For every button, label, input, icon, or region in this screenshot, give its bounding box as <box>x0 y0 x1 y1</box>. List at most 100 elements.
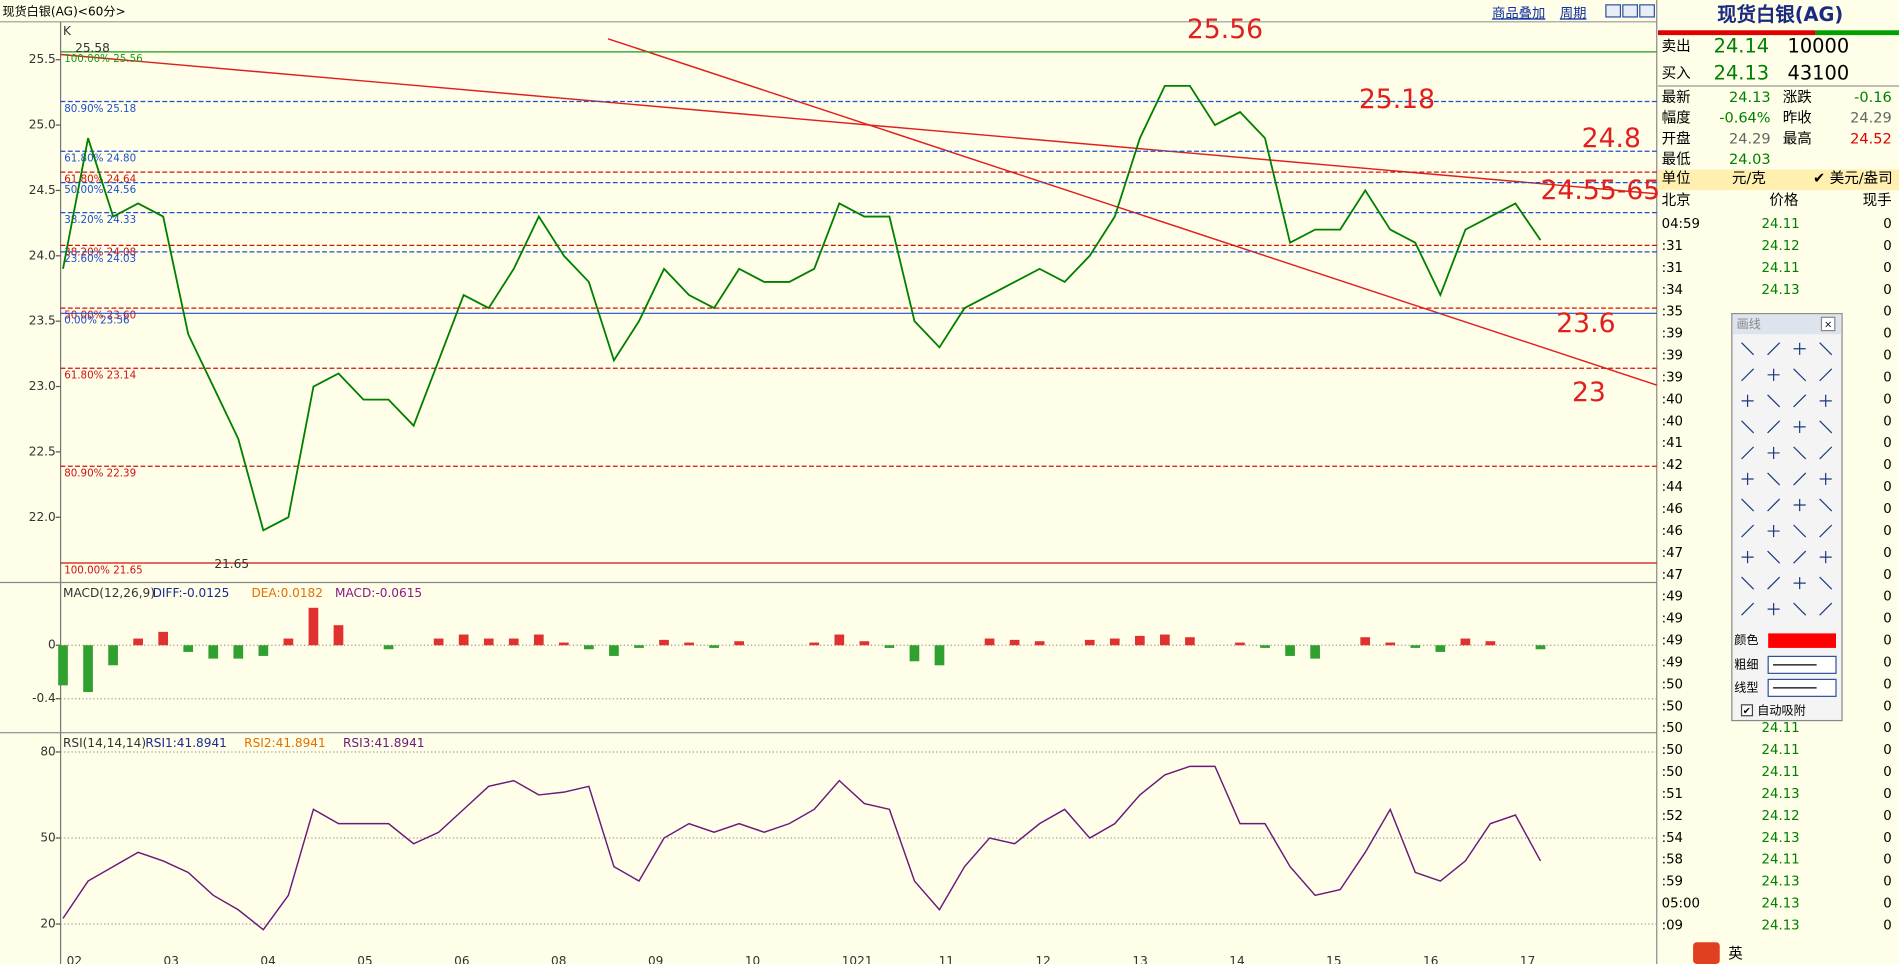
tool-icon[interactable] <box>1741 420 1755 434</box>
close-button[interactable] <box>1820 316 1836 332</box>
tick-time: :35 <box>1662 305 1683 320</box>
tool-icon[interactable] <box>1819 576 1833 590</box>
tool-icon[interactable] <box>1741 368 1755 382</box>
ime-lang[interactable]: 英 <box>1728 944 1743 962</box>
tick-qty: 0 <box>1883 590 1891 605</box>
tick-qty: 0 <box>1883 765 1891 780</box>
tool-icon[interactable] <box>1793 394 1807 408</box>
tick-qty: 0 <box>1883 370 1891 385</box>
tool-icon[interactable] <box>1793 446 1807 460</box>
tool-icon[interactable] <box>1819 368 1833 382</box>
tick-qty: 0 <box>1883 655 1891 670</box>
stat-value: 24.29 <box>1729 131 1771 147</box>
tick-price: 24.12 <box>1762 239 1800 254</box>
tool-icon[interactable] <box>1767 550 1781 564</box>
tick-time: :49 <box>1662 655 1683 670</box>
tool-icon[interactable] <box>1793 602 1807 616</box>
x-tick-label: 14 <box>1229 954 1245 964</box>
stat-value: -0.16 <box>1854 90 1892 106</box>
tool-icon[interactable] <box>1741 394 1754 407</box>
tool-icon[interactable] <box>1767 603 1780 616</box>
tool-icon[interactable] <box>1767 368 1780 381</box>
tool-icon[interactable] <box>1767 472 1781 486</box>
macd-bar <box>659 639 669 646</box>
y-tick-label: 80 <box>40 744 55 758</box>
tool-icon[interactable] <box>1767 394 1781 408</box>
tool-icon[interactable] <box>1741 524 1755 538</box>
tick-price: 24.11 <box>1762 261 1800 276</box>
tick-price: 24.11 <box>1762 743 1800 758</box>
tick-qty: 0 <box>1883 283 1891 298</box>
tick-qty: 0 <box>1883 392 1891 407</box>
tool-icon[interactable] <box>1819 524 1833 538</box>
tool-icon[interactable] <box>1741 602 1755 616</box>
tick-time: :42 <box>1662 458 1683 473</box>
macd-bar <box>1009 639 1020 646</box>
stat-label: 幅度 <box>1662 110 1691 127</box>
tool-icon[interactable] <box>1793 524 1807 538</box>
macd-bar <box>1385 642 1396 646</box>
macd-bar <box>584 645 594 650</box>
tick-time: :52 <box>1662 809 1683 824</box>
tick-qty: 0 <box>1883 349 1891 364</box>
y-tick-label: -0.4 <box>32 691 56 705</box>
tool-icon[interactable] <box>1741 498 1755 512</box>
tool-icon[interactable] <box>1793 577 1806 590</box>
tick-time: :40 <box>1662 392 1683 407</box>
tick-time: :47 <box>1662 568 1683 583</box>
color-swatch[interactable] <box>1768 633 1836 648</box>
tool-icon[interactable] <box>1819 498 1833 512</box>
tick-time: :39 <box>1662 327 1683 342</box>
high-label: 25.58 <box>75 41 110 55</box>
x-tick-label: 1021 <box>842 954 873 964</box>
tool-icon[interactable] <box>1767 446 1780 459</box>
annotation: 25.56 <box>1187 14 1263 45</box>
view-buttons[interactable] <box>1605 4 1655 18</box>
tick-price: 24.13 <box>1762 831 1800 846</box>
ime-logo[interactable] <box>1693 942 1720 964</box>
tool-icon[interactable] <box>1741 551 1754 564</box>
tool-icon[interactable] <box>1741 342 1755 356</box>
macd-bar <box>1260 645 1270 648</box>
indicator-value: RSI1:41.8941 <box>145 736 227 750</box>
tool-icon[interactable] <box>1793 472 1807 486</box>
tool-icon[interactable] <box>1767 498 1781 512</box>
tick-time: :44 <box>1662 480 1683 495</box>
period-link[interactable]: 周期 <box>1560 5 1587 21</box>
tool-icon[interactable] <box>1819 446 1833 460</box>
tool-icon[interactable] <box>1819 551 1832 564</box>
tool-icon[interactable] <box>1741 472 1754 486</box>
tool-icon[interactable] <box>1767 342 1781 356</box>
tool-icon[interactable] <box>1741 446 1755 460</box>
tool-icon[interactable] <box>1793 420 1806 433</box>
tick-time: :58 <box>1662 853 1683 868</box>
tick-qty: 0 <box>1883 436 1891 451</box>
tool-icon[interactable] <box>1819 602 1833 616</box>
snap-checkbox[interactable] <box>1740 704 1754 717</box>
macd-bar <box>1285 645 1295 656</box>
fib-label: 61.80% 24.80 <box>64 152 136 164</box>
tick-qty: 0 <box>1883 458 1891 473</box>
tool-icon[interactable] <box>1793 342 1806 355</box>
macd-bar <box>684 642 694 646</box>
y-tick-label: 22.0 <box>29 510 56 524</box>
tool-icon[interactable] <box>1819 394 1832 407</box>
tool-icon[interactable] <box>1819 420 1833 434</box>
tool-icon[interactable] <box>1767 576 1781 590</box>
macd-bar <box>859 641 870 646</box>
tool-icon[interactable] <box>1767 420 1781 434</box>
tool-icon[interactable] <box>1819 472 1832 486</box>
fib-label: 61.80% 23.14 <box>64 369 136 381</box>
x-tick-label: 17 <box>1520 954 1535 964</box>
tick-time: :50 <box>1662 743 1683 758</box>
tool-icon[interactable] <box>1741 576 1755 590</box>
overlay-link[interactable]: 商品叠加 <box>1492 5 1545 21</box>
bidask-label: 卖出 <box>1662 38 1691 55</box>
tool-icon[interactable] <box>1793 550 1807 564</box>
tool-icon[interactable] <box>1793 368 1807 382</box>
stat-label: 昨收 <box>1783 110 1812 127</box>
k-label: K <box>63 24 72 38</box>
tool-icon[interactable] <box>1819 342 1833 356</box>
tool-icon[interactable] <box>1793 498 1806 512</box>
tool-icon[interactable] <box>1767 524 1780 538</box>
